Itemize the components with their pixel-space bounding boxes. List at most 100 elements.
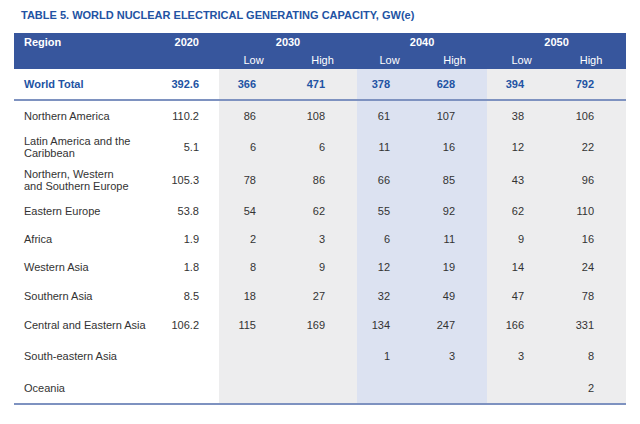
value-2030-low: 2 — [219, 225, 288, 252]
value-2020: 110.2 — [150, 100, 219, 131]
value-2050-low: 38 — [487, 100, 556, 131]
header-2050: 2050 — [487, 33, 626, 51]
region-name: Northern America — [14, 100, 150, 131]
table-row: Northern, Western and Southern Europe 10… — [14, 163, 626, 197]
value-2040-low: 11 — [357, 131, 422, 163]
value-2030-low: 78 — [219, 163, 288, 197]
table-row: Oceania 2 — [14, 373, 626, 404]
region-name: Oceania — [14, 373, 150, 404]
value-2030-low: 54 — [219, 197, 288, 225]
world-total-row: World Total 392.6 366 471 378 628 394 79… — [14, 69, 626, 100]
value-2040-high — [422, 373, 487, 404]
value-2030-low: 18 — [219, 281, 288, 310]
value-2050-high: 792 — [556, 69, 626, 100]
header-row-lowhigh: Low High Low High Low High — [14, 51, 626, 69]
value-2020: 1.9 — [150, 225, 219, 252]
value-2040-low: 1 — [357, 339, 422, 373]
header-region-spacer — [14, 51, 150, 69]
table-row: Africa 1.9 2 3 6 11 9 16 — [14, 225, 626, 252]
table-body: World Total 392.6 366 471 378 628 394 79… — [14, 69, 626, 404]
value-2030-high — [288, 339, 357, 373]
region-name: Northern, Western and Southern Europe — [14, 163, 150, 197]
value-2050-high: 96 — [556, 163, 626, 197]
header-2030: 2030 — [219, 33, 357, 51]
value-2030-low: 8 — [219, 252, 288, 281]
value-2040-high: 92 — [422, 197, 487, 225]
value-2050-high: 331 — [556, 310, 626, 339]
table-row: Western Asia 1.8 8 9 12 19 14 24 — [14, 252, 626, 281]
value-2020: 8.5 — [150, 281, 219, 310]
value-2040-high: 247 — [422, 310, 487, 339]
value-2030-low: 6 — [219, 131, 288, 163]
value-2050-high: 16 — [556, 225, 626, 252]
value-2050-low: 62 — [487, 197, 556, 225]
table-row: Eastern Europe 53.8 54 62 55 92 62 110 — [14, 197, 626, 225]
value-2030-high: 6 — [288, 131, 357, 163]
region-name: Central and Eastern Asia — [14, 310, 150, 339]
region-name: Eastern Europe — [14, 197, 150, 225]
value-2040-low: 32 — [357, 281, 422, 310]
value-2040-low: 66 — [357, 163, 422, 197]
value-2050-low: 394 — [487, 69, 556, 100]
value-2030-high: 169 — [288, 310, 357, 339]
value-2040-high: 49 — [422, 281, 487, 310]
value-2050-high: 78 — [556, 281, 626, 310]
value-2020: 1.8 — [150, 252, 219, 281]
value-2050-low: 43 — [487, 163, 556, 197]
region-name: South-eastern Asia — [14, 339, 150, 373]
header-2050-high: High — [556, 51, 626, 69]
value-2040-low: 55 — [357, 197, 422, 225]
value-2040-high: 11 — [422, 225, 487, 252]
value-2050-high: 2 — [556, 373, 626, 404]
value-2040-high: 628 — [422, 69, 487, 100]
region-name: World Total — [14, 69, 150, 100]
value-2020: 5.1 — [150, 131, 219, 163]
header-2050-low: Low — [487, 51, 556, 69]
value-2030-low — [219, 373, 288, 404]
value-2020 — [150, 373, 219, 404]
value-2050-low: 47 — [487, 281, 556, 310]
table-row: Southern Asia 8.5 18 27 32 49 47 78 — [14, 281, 626, 310]
header-row-years: Region 2020 2030 2040 2050 — [14, 33, 626, 51]
value-2050-low: 166 — [487, 310, 556, 339]
value-2030-high: 27 — [288, 281, 357, 310]
region-name: Africa — [14, 225, 150, 252]
value-2040-high: 16 — [422, 131, 487, 163]
value-2020 — [150, 339, 219, 373]
value-2030-low: 115 — [219, 310, 288, 339]
value-2020: 392.6 — [150, 69, 219, 100]
table-row: Latin America and the Caribbean 5.1 6 6 … — [14, 131, 626, 163]
value-2050-high: 24 — [556, 252, 626, 281]
value-2030-high: 108 — [288, 100, 357, 131]
value-2040-low: 134 — [357, 310, 422, 339]
value-2040-low — [357, 373, 422, 404]
region-name: Southern Asia — [14, 281, 150, 310]
value-2030-high: 471 — [288, 69, 357, 100]
value-2030-low: 86 — [219, 100, 288, 131]
table-title: TABLE 5. WORLD NUCLEAR ELECTRICAL GENERA… — [21, 9, 626, 21]
value-2050-high: 22 — [556, 131, 626, 163]
value-2050-low: 12 — [487, 131, 556, 163]
value-2040-low: 378 — [357, 69, 422, 100]
table-header: Region 2020 2030 2040 2050 Low High Low … — [14, 33, 626, 69]
value-2020: 105.3 — [150, 163, 219, 197]
value-2030-low — [219, 339, 288, 373]
value-2050-high: 8 — [556, 339, 626, 373]
value-2050-high: 110 — [556, 197, 626, 225]
document-page: TABLE 5. WORLD NUCLEAR ELECTRICAL GENERA… — [0, 0, 640, 405]
header-2040: 2040 — [357, 33, 487, 51]
value-2050-high: 106 — [556, 100, 626, 131]
region-name: Western Asia — [14, 252, 150, 281]
table-row: Central and Eastern Asia 106.2 115 169 1… — [14, 310, 626, 339]
value-2040-low: 6 — [357, 225, 422, 252]
header-2020-spacer — [150, 51, 219, 69]
header-2040-low: Low — [357, 51, 422, 69]
table-row: Northern America 110.2 86 108 61 107 38 … — [14, 100, 626, 131]
header-2030-low: Low — [219, 51, 288, 69]
value-2040-high: 85 — [422, 163, 487, 197]
value-2020: 53.8 — [150, 197, 219, 225]
value-2020: 106.2 — [150, 310, 219, 339]
value-2030-high: 86 — [288, 163, 357, 197]
header-region: Region — [14, 33, 150, 51]
header-2040-high: High — [422, 51, 487, 69]
